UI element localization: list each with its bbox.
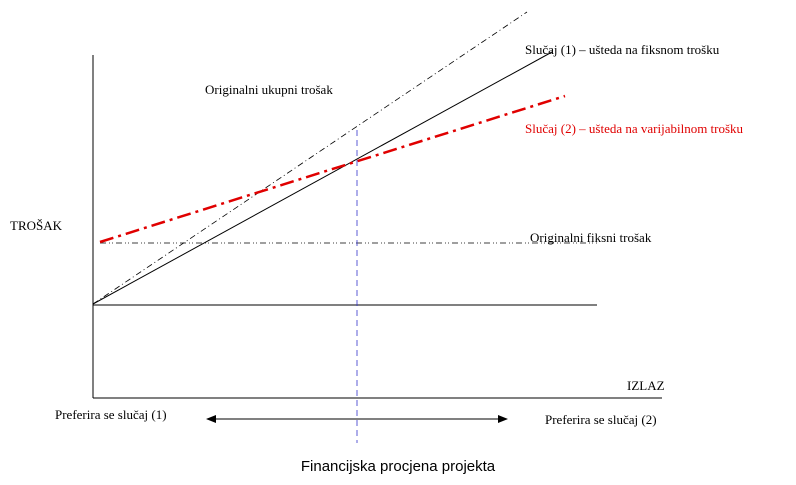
x-axis-label: IZLAZ	[627, 378, 665, 393]
case2-label: Slučaj (2) – ušteda na varijabilnom troš…	[525, 121, 744, 136]
prefer2-label: Preferira se slučaj (2)	[545, 412, 657, 427]
case2-line	[99, 94, 566, 244]
y-axis-label: TROŠAK	[10, 218, 63, 233]
case1-label: Slučaj (1) – ušteda na fiksnom trošku	[525, 42, 720, 57]
fixed-label: Originalni fiksni trošak	[530, 230, 652, 245]
total-label: Originalni ukupni trošak	[205, 82, 333, 97]
case1-line	[92, 51, 553, 305]
total-cost-line	[92, 11, 528, 305]
title: Financijska procjena projekta	[301, 458, 496, 475]
prefer1-label: Preferira se slučaj (1)	[55, 407, 167, 422]
